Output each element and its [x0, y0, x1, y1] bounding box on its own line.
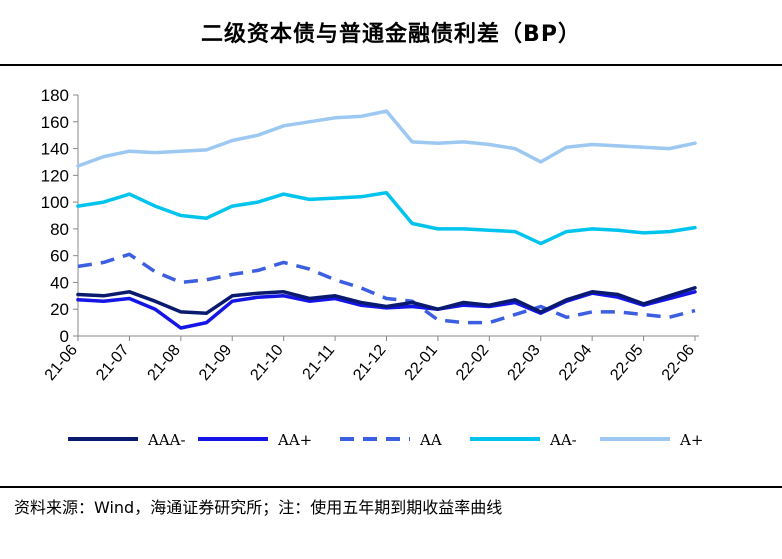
x-tick-label: 21-06: [42, 342, 81, 384]
x-tick-label: 22-04: [556, 342, 595, 384]
x-tick-label: 21-10: [247, 342, 286, 384]
x-tick-label: 22-01: [402, 342, 441, 384]
x-tick-label: 21-12: [350, 342, 389, 384]
y-tick-label: 20: [50, 300, 69, 319]
chart-title-bar: 二级资本债与普通金融债利差（BP）: [0, 0, 782, 66]
x-tick-label: 21-07: [93, 342, 132, 384]
y-tick-label: 40: [50, 273, 69, 292]
legend-label: A+: [679, 431, 703, 449]
chart-title: 二级资本债与普通金融债利差（BP）: [201, 22, 581, 47]
chart-legend: AAA- AA+ AA AA- A+: [68, 431, 703, 449]
legend-label: AA-: [549, 431, 577, 449]
x-tick-label: 22-05: [607, 342, 646, 384]
y-tick-label: 60: [50, 247, 69, 266]
x-tick-label: 22-03: [504, 342, 543, 384]
legend-label: AA: [419, 431, 442, 449]
y-tick-label: 100: [41, 193, 69, 212]
line-chart: 0 20 40 60 80 100 120 140 160 180 21-06 21-07 21-08 2…: [41, 86, 704, 449]
source-bar: 资料来源：Wind，海通证券研究所；注：使用五年期到期收益率曲线: [0, 486, 782, 528]
series-line-aaminus: [76, 190, 697, 246]
series-line-aa: [77, 252, 696, 325]
y-tick-label: 140: [41, 140, 69, 159]
x-tick-label: 21-11: [300, 342, 339, 383]
series-line-aaaminus: [76, 286, 697, 315]
x-tick-label: 22-02: [453, 342, 492, 384]
x-tick-label: 21-08: [145, 342, 184, 384]
chart-series-lines: [76, 109, 697, 330]
y-tick-label: 0: [60, 327, 69, 346]
y-tick-label: 160: [41, 113, 69, 132]
legend-label: AA+: [277, 431, 312, 449]
y-tick-label: 80: [50, 220, 69, 239]
x-tick-label: 22-06: [659, 342, 698, 384]
series-line-aplus: [76, 109, 697, 168]
source-note: 资料来源：Wind，海通证券研究所；注：使用五年期到期收益率曲线: [14, 498, 503, 517]
x-tick-label: 21-09: [196, 342, 235, 384]
y-tick-label: 180: [41, 86, 69, 105]
y-tick-label: 120: [41, 166, 69, 185]
chart-axes: 0 20 40 60 80 100 120 140 160 180 21-06 21-07 21-08 2…: [41, 86, 699, 384]
legend-label: AAA-: [147, 431, 186, 449]
